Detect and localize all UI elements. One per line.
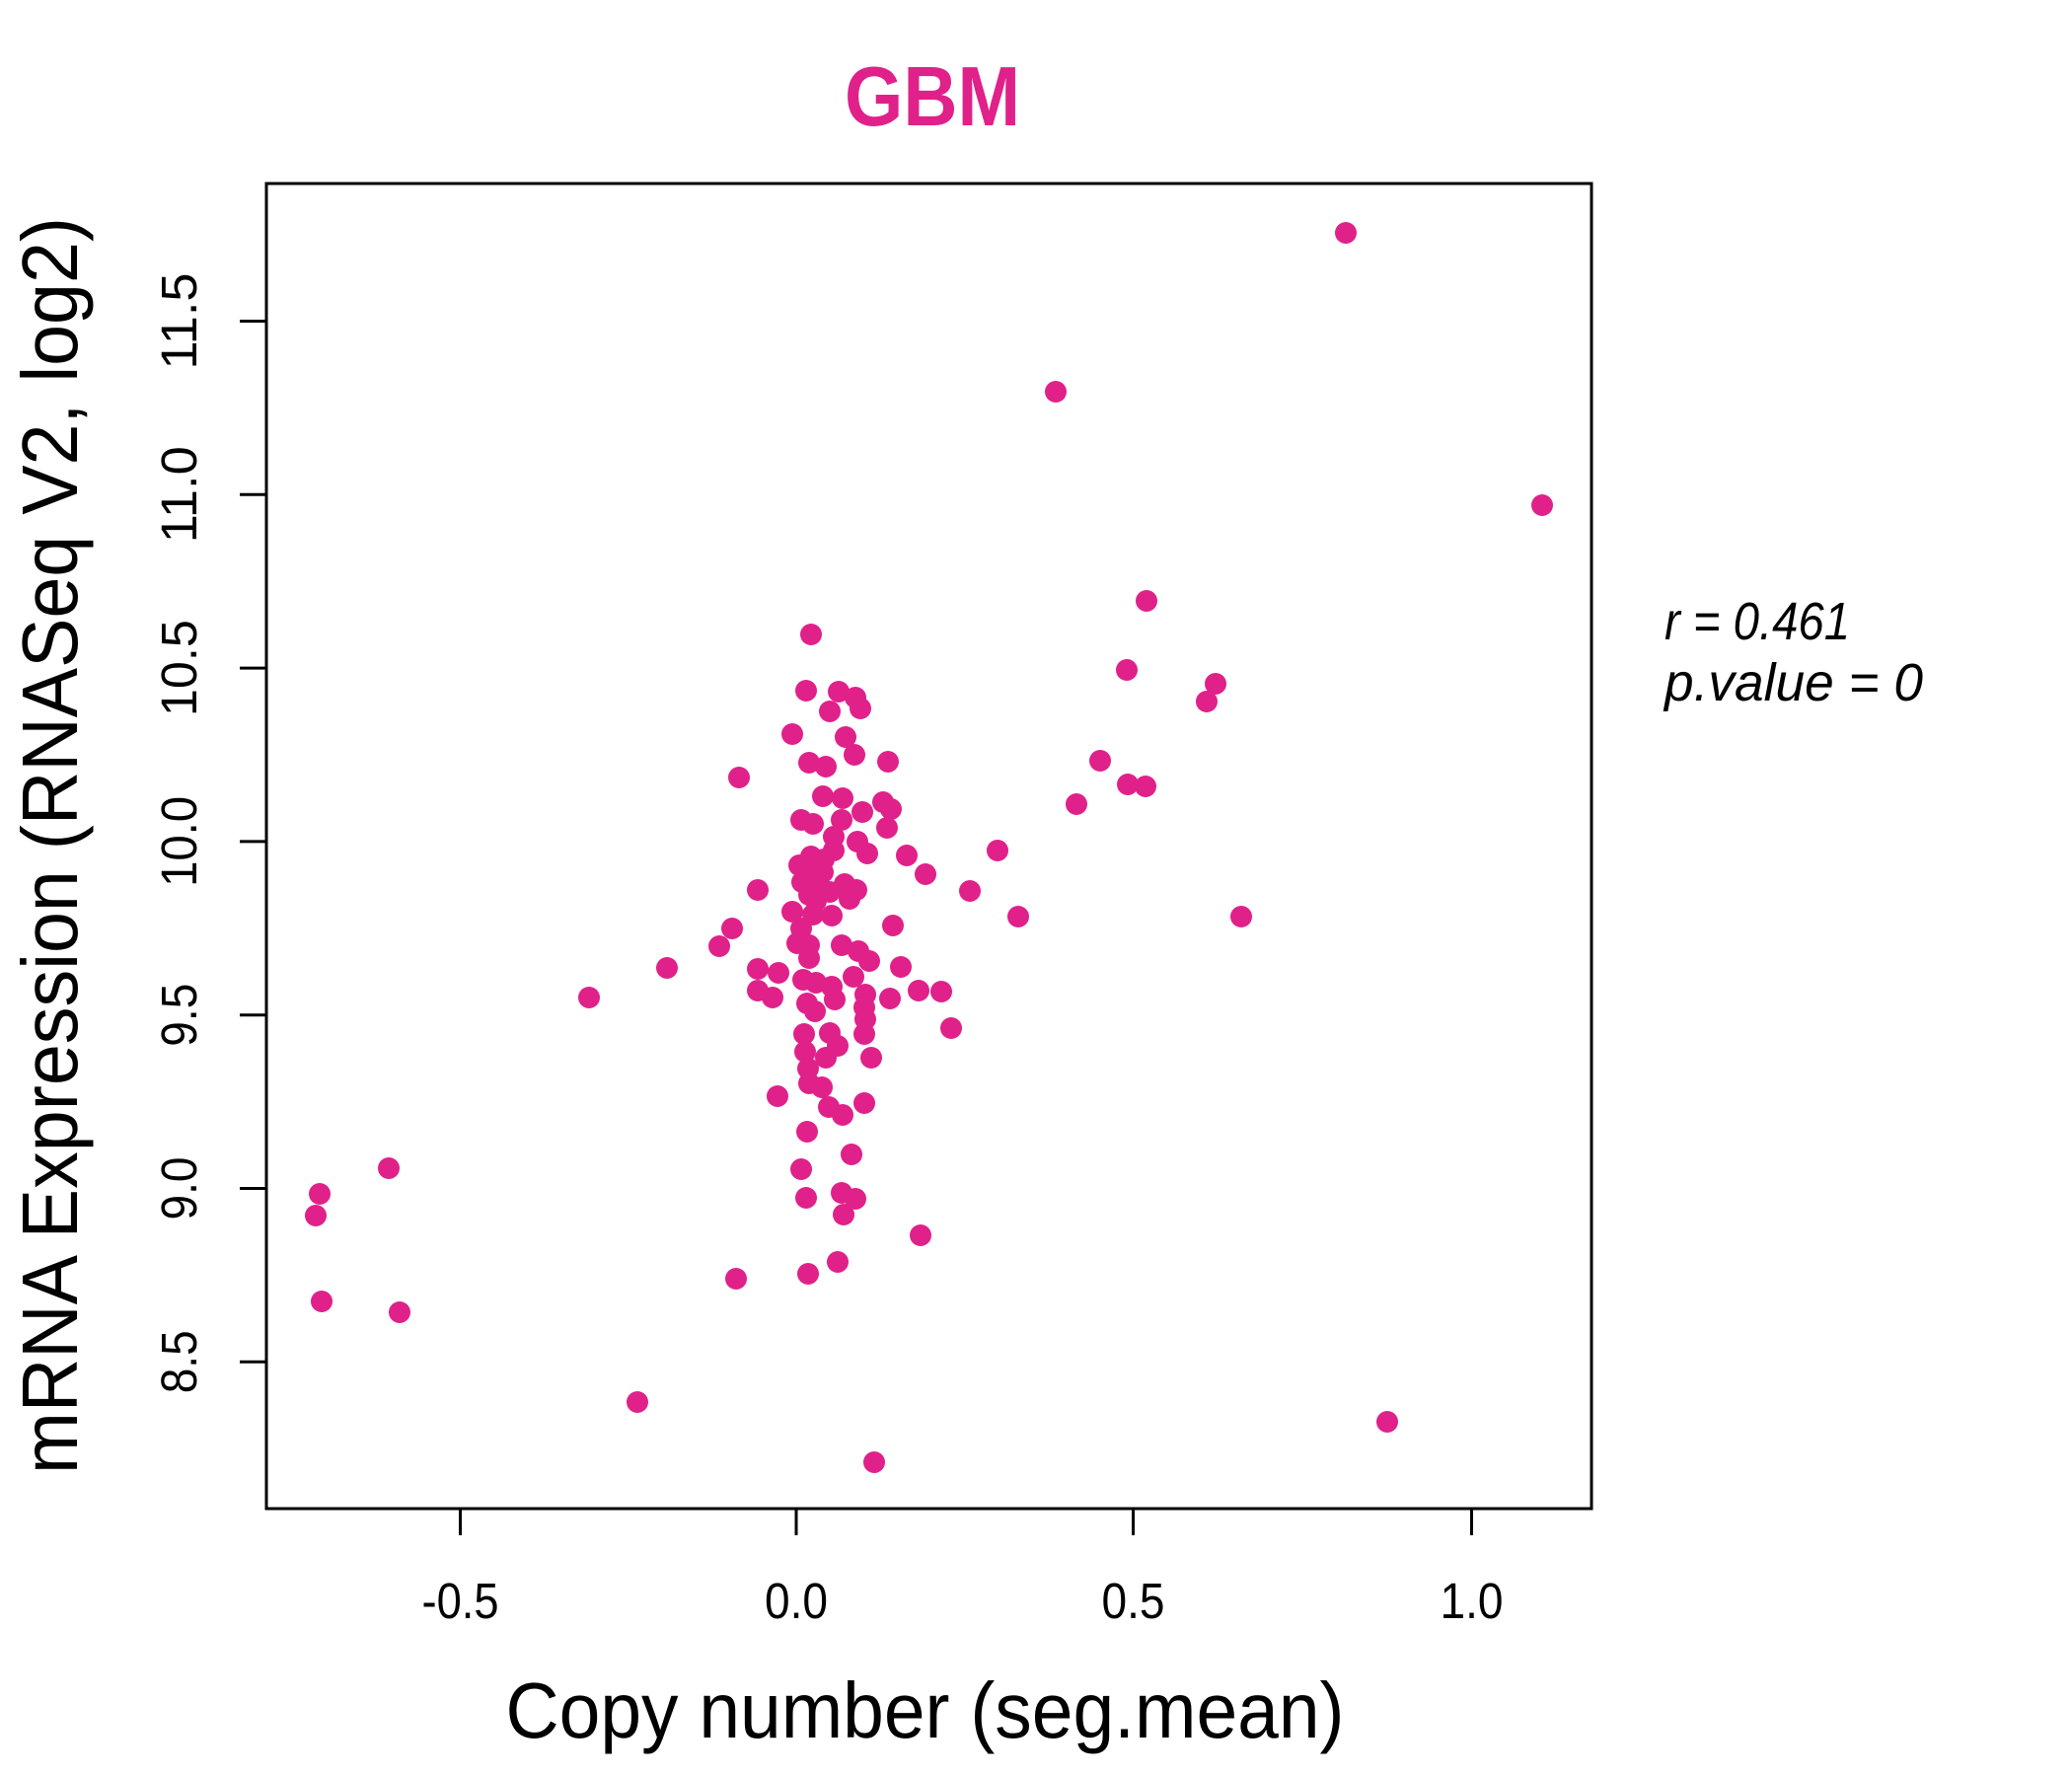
svg-text:Copy number (seg.mean): Copy number (seg.mean) (506, 1666, 1345, 1754)
svg-text:10.5: 10.5 (151, 620, 207, 716)
svg-text:9.5: 9.5 (151, 984, 207, 1047)
svg-text:-0.5: -0.5 (422, 1573, 499, 1629)
svg-text:11.0: 11.0 (151, 446, 207, 543)
svg-text:8.5: 8.5 (151, 1330, 207, 1393)
svg-text:GBM: GBM (845, 50, 1020, 144)
svg-text:r = 0.461: r = 0.461 (1665, 592, 1850, 651)
svg-text:p.value = 0: p.value = 0 (1663, 653, 1923, 712)
svg-text:11.5: 11.5 (151, 273, 207, 370)
svg-text:0.5: 0.5 (1102, 1573, 1165, 1629)
svg-text:0.0: 0.0 (765, 1573, 828, 1629)
svg-text:mRNA Expression (RNASeq V2, lo: mRNA Expression (RNASeq V2, log2) (6, 217, 94, 1474)
svg-text:9.0: 9.0 (151, 1157, 207, 1221)
svg-text:1.0: 1.0 (1441, 1573, 1504, 1629)
svg-text:10.0: 10.0 (151, 796, 207, 887)
